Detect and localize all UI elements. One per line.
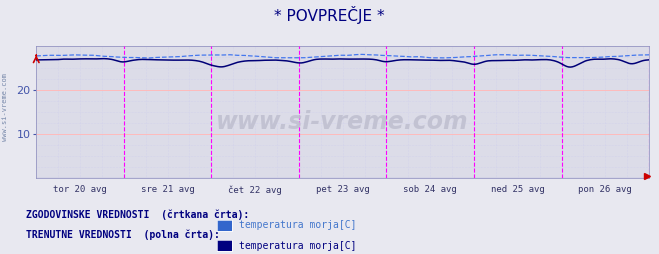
Text: sre 21 avg: sre 21 avg: [141, 185, 194, 194]
Text: temperatura morja[C]: temperatura morja[C]: [239, 220, 356, 230]
Text: TRENUTNE VREDNOSTI  (polna črta):: TRENUTNE VREDNOSTI (polna črta):: [26, 230, 220, 240]
Text: www.si-vreme.com: www.si-vreme.com: [216, 110, 469, 134]
Text: temperatura morja[C]: temperatura morja[C]: [239, 241, 356, 251]
Text: www.si-vreme.com: www.si-vreme.com: [2, 73, 9, 141]
Text: * POVPREČJE *: * POVPREČJE *: [274, 6, 385, 24]
Text: čet 22 avg: čet 22 avg: [228, 185, 282, 195]
Text: tor 20 avg: tor 20 avg: [53, 185, 107, 194]
Text: ZGODOVINSKE VREDNOSTI  (črtkana črta):: ZGODOVINSKE VREDNOSTI (črtkana črta):: [26, 210, 250, 220]
Text: ned 25 avg: ned 25 avg: [491, 185, 544, 194]
Text: pet 23 avg: pet 23 avg: [316, 185, 370, 194]
Text: sob 24 avg: sob 24 avg: [403, 185, 457, 194]
Text: pon 26 avg: pon 26 avg: [579, 185, 632, 194]
